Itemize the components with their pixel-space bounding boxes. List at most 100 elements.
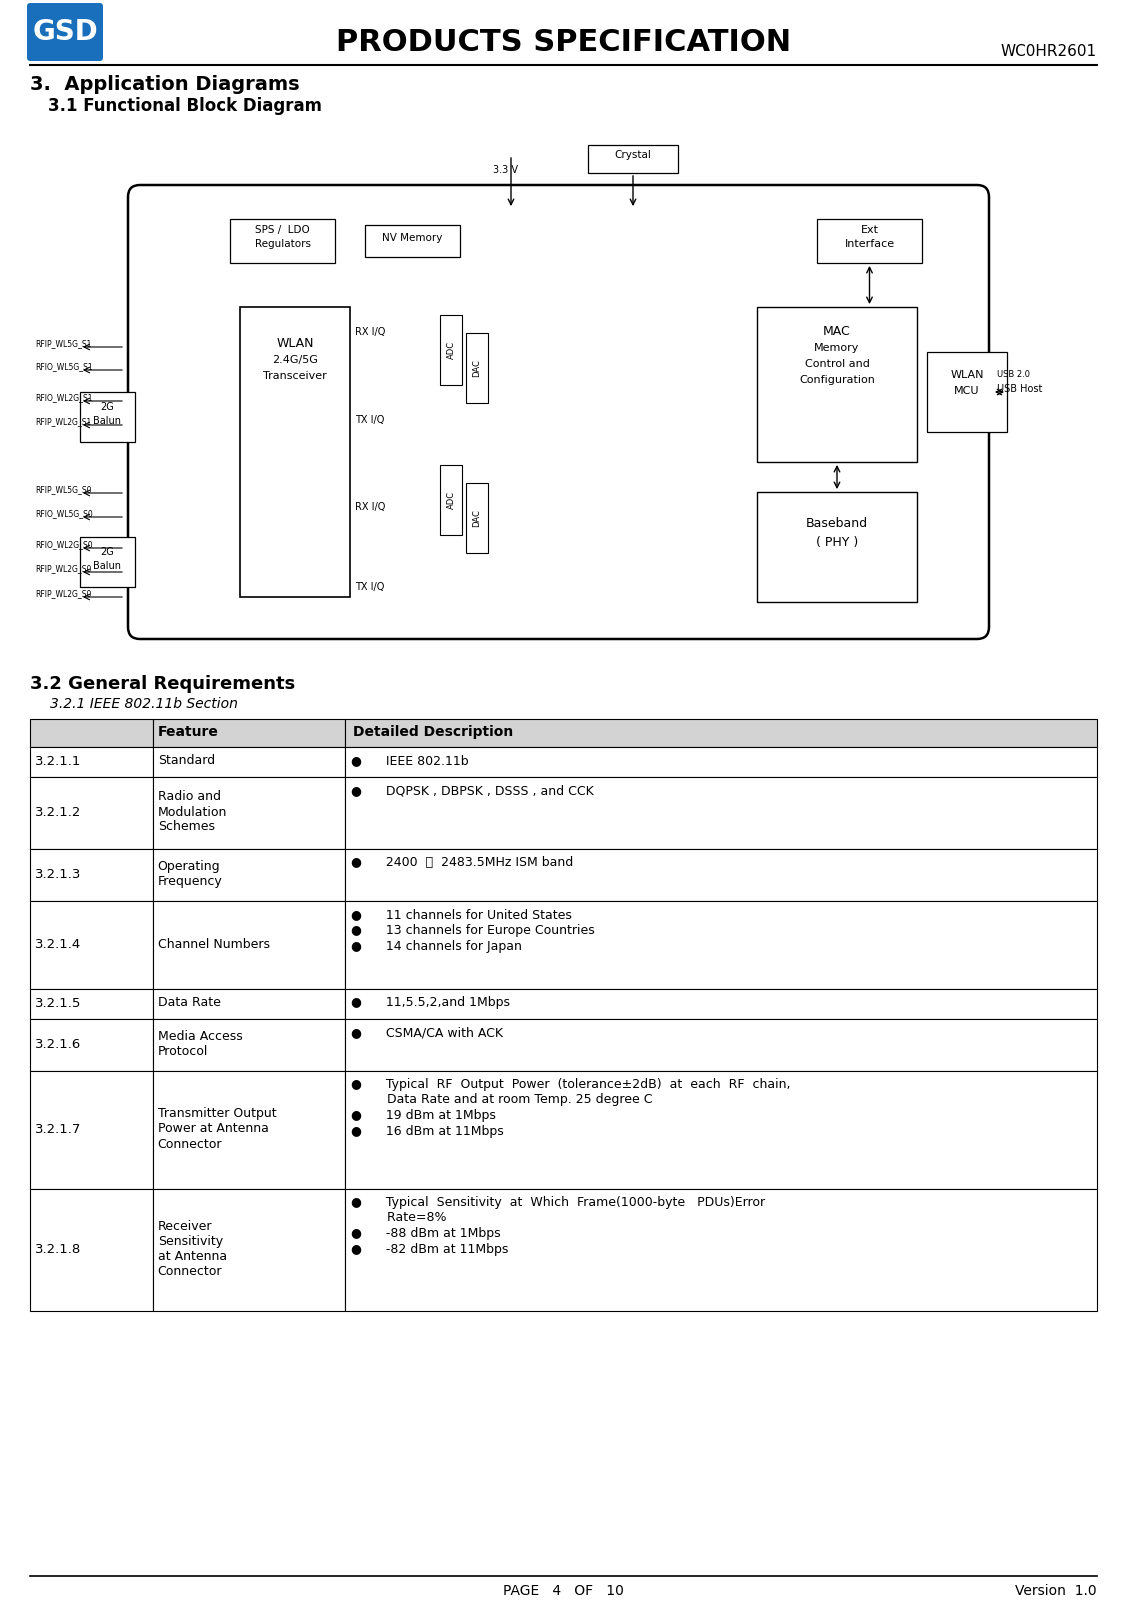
- Text: Ext: Ext: [861, 225, 879, 235]
- Bar: [345, 747, 1097, 776]
- Bar: [30, 747, 152, 776]
- FancyBboxPatch shape: [128, 185, 990, 639]
- Text: ●      IEEE 802.11b: ● IEEE 802.11b: [350, 754, 469, 767]
- Text: ●      -88 dBm at 1Mbps: ● -88 dBm at 1Mbps: [350, 1227, 500, 1240]
- FancyBboxPatch shape: [27, 3, 103, 62]
- Bar: [588, 144, 678, 173]
- Text: Regulators: Regulators: [255, 238, 311, 250]
- Text: ●      19 dBm at 1Mbps: ● 19 dBm at 1Mbps: [350, 1109, 496, 1122]
- Bar: [152, 989, 345, 1020]
- Text: MAC: MAC: [823, 324, 851, 339]
- Text: ●      DQPSK , DBPSK , DSSS , and CCK: ● DQPSK , DBPSK , DSSS , and CCK: [350, 785, 594, 798]
- Text: Power at Antenna: Power at Antenna: [158, 1122, 268, 1135]
- Text: Frequency: Frequency: [158, 875, 222, 888]
- Text: Version  1.0: Version 1.0: [1015, 1584, 1097, 1598]
- Bar: [240, 306, 350, 597]
- Text: RFIO_WL2G_S1: RFIO_WL2G_S1: [35, 392, 92, 402]
- Text: USB 2.0: USB 2.0: [997, 370, 1030, 379]
- Text: DAC: DAC: [472, 509, 481, 527]
- Text: ●      16 dBm at 11Mbps: ● 16 dBm at 11Mbps: [350, 1125, 504, 1138]
- Bar: [30, 1071, 152, 1188]
- Text: 2G: 2G: [100, 402, 114, 412]
- Text: Data Rate and at room Temp. 25 degree C: Data Rate and at room Temp. 25 degree C: [350, 1093, 653, 1106]
- Text: RFIP_WL2G_S1: RFIP_WL2G_S1: [35, 417, 91, 426]
- Bar: [440, 465, 462, 535]
- Text: WLAN: WLAN: [950, 370, 984, 379]
- Text: ●      11,5.5,2,and 1Mbps: ● 11,5.5,2,and 1Mbps: [350, 995, 509, 1008]
- Text: TX I/Q: TX I/Q: [355, 415, 384, 425]
- Bar: [152, 1188, 345, 1311]
- Text: RFIO_WL2G_S0: RFIO_WL2G_S0: [35, 540, 92, 550]
- Bar: [365, 225, 460, 258]
- Text: Control and: Control and: [805, 358, 869, 370]
- Text: RFIP_WL5G_S0: RFIP_WL5G_S0: [35, 485, 91, 494]
- Bar: [30, 901, 152, 989]
- Bar: [345, 720, 1097, 747]
- Text: ●      Typical  RF  Output  Power  (tolerance±2dB)  at  each  RF  chain,: ● Typical RF Output Power (tolerance±2dB…: [350, 1078, 790, 1091]
- Text: 3.2.1 IEEE 802.11b Section: 3.2.1 IEEE 802.11b Section: [50, 697, 238, 712]
- Text: Detailed Description: Detailed Description: [353, 725, 513, 739]
- Text: ●      CSMA/CA with ACK: ● CSMA/CA with ACK: [350, 1026, 503, 1039]
- Text: NV Memory: NV Memory: [382, 233, 443, 243]
- Text: 3.2.1.4: 3.2.1.4: [35, 939, 81, 952]
- Text: 3.2.1.1: 3.2.1.1: [35, 755, 81, 768]
- Text: 3.1 Functional Block Diagram: 3.1 Functional Block Diagram: [48, 97, 322, 115]
- Text: Modulation: Modulation: [158, 806, 227, 819]
- Text: Standard: Standard: [158, 754, 215, 767]
- Text: Connector: Connector: [158, 1264, 222, 1277]
- Text: Protocol: Protocol: [158, 1046, 208, 1059]
- Text: 2.4G/5G: 2.4G/5G: [272, 355, 318, 365]
- Text: Balun: Balun: [94, 561, 122, 571]
- Text: Connector: Connector: [158, 1138, 222, 1151]
- Bar: [30, 849, 152, 901]
- Bar: [817, 219, 922, 263]
- Text: ADC: ADC: [446, 340, 455, 360]
- Text: 2G: 2G: [100, 546, 114, 558]
- Text: WC0HR2601: WC0HR2601: [1001, 44, 1097, 58]
- Text: PRODUCTS SPECIFICATION: PRODUCTS SPECIFICATION: [336, 28, 791, 57]
- Bar: [30, 989, 152, 1020]
- Text: 3.2 General Requirements: 3.2 General Requirements: [30, 674, 295, 694]
- Text: 3.3 V: 3.3 V: [492, 165, 518, 175]
- Bar: [345, 1071, 1097, 1188]
- Text: Baseband: Baseband: [806, 517, 868, 530]
- Text: 3.2.1.2: 3.2.1.2: [35, 806, 81, 819]
- Text: Memory: Memory: [815, 344, 860, 353]
- Text: TX I/Q: TX I/Q: [355, 582, 384, 592]
- Text: Radio and: Radio and: [158, 791, 221, 804]
- Text: RFIP_WL5G_S1: RFIP_WL5G_S1: [35, 339, 91, 349]
- Text: DAC: DAC: [472, 360, 481, 378]
- Text: ●      14 channels for Japan: ● 14 channels for Japan: [350, 940, 522, 953]
- Text: RFIP_WL2G_S0: RFIP_WL2G_S0: [35, 564, 91, 572]
- Text: Schemes: Schemes: [158, 820, 215, 833]
- Text: Data Rate: Data Rate: [158, 997, 221, 1010]
- Bar: [928, 352, 1008, 433]
- Text: Operating: Operating: [158, 861, 221, 874]
- Bar: [757, 493, 917, 601]
- Text: Configuration: Configuration: [799, 374, 875, 386]
- Bar: [345, 776, 1097, 849]
- Bar: [152, 1071, 345, 1188]
- Bar: [152, 1020, 345, 1071]
- Bar: [465, 483, 488, 553]
- Text: ( PHY ): ( PHY ): [816, 537, 858, 550]
- Text: ●      -82 dBm at 11Mbps: ● -82 dBm at 11Mbps: [350, 1243, 508, 1256]
- Bar: [30, 776, 152, 849]
- Text: 3.2.1.3: 3.2.1.3: [35, 867, 81, 880]
- Text: ADC: ADC: [446, 491, 455, 509]
- Bar: [30, 126, 1097, 657]
- Text: at Antenna: at Antenna: [158, 1250, 227, 1263]
- Bar: [152, 776, 345, 849]
- Text: Interface: Interface: [844, 238, 895, 250]
- Text: 3.2.1.6: 3.2.1.6: [35, 1037, 81, 1050]
- Text: Sensitivity: Sensitivity: [158, 1235, 223, 1248]
- Bar: [152, 720, 345, 747]
- Bar: [152, 849, 345, 901]
- Text: Rate=8%: Rate=8%: [350, 1211, 446, 1224]
- Bar: [30, 720, 152, 747]
- Bar: [152, 901, 345, 989]
- Bar: [345, 989, 1097, 1020]
- Bar: [757, 306, 917, 462]
- Bar: [465, 332, 488, 404]
- Text: RFIP_WL2G_S0: RFIP_WL2G_S0: [35, 588, 91, 598]
